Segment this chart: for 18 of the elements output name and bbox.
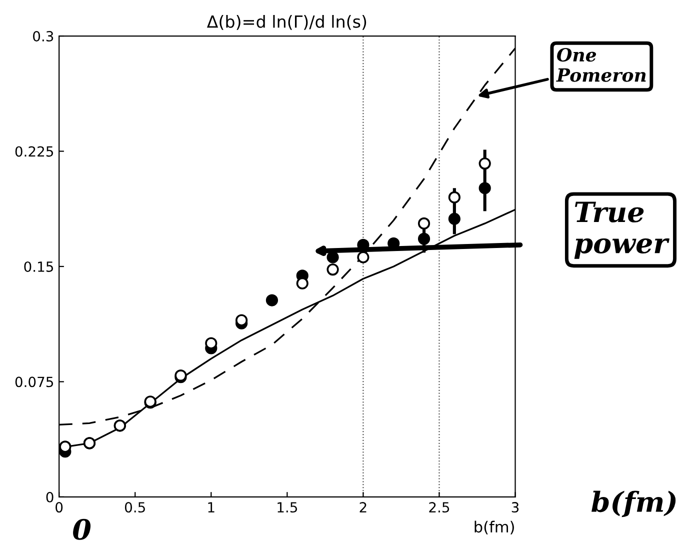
text: b(fm): [592, 490, 676, 518]
y-tick-label: 0.075: [15, 376, 54, 388]
x-tick-label: 2.5: [429, 502, 450, 513]
text: True power: [574, 202, 670, 259]
x-tick-label: 1: [208, 502, 214, 512]
x-tick-label: 3: [512, 502, 519, 513]
y-tick-label: 0.225: [15, 146, 54, 157]
text: 0: [73, 518, 91, 540]
y-tick-label: 0.15: [24, 261, 54, 272]
x-tick-label: 2: [360, 502, 366, 512]
x-tick-label: 1.5: [278, 502, 297, 513]
y-tick-label: 0: [46, 492, 54, 502]
x-tick-label: 0.5: [124, 502, 145, 513]
x-axis-title: b(fm): [474, 520, 514, 534]
x-tick-label: 0: [56, 502, 63, 513]
chart-title: Δ(b)=d ln(Γ)/d ln(s): [206, 15, 366, 30]
y-tick-label: 0.3: [33, 30, 54, 42]
annotation: One Pomeron: [556, 48, 646, 82]
